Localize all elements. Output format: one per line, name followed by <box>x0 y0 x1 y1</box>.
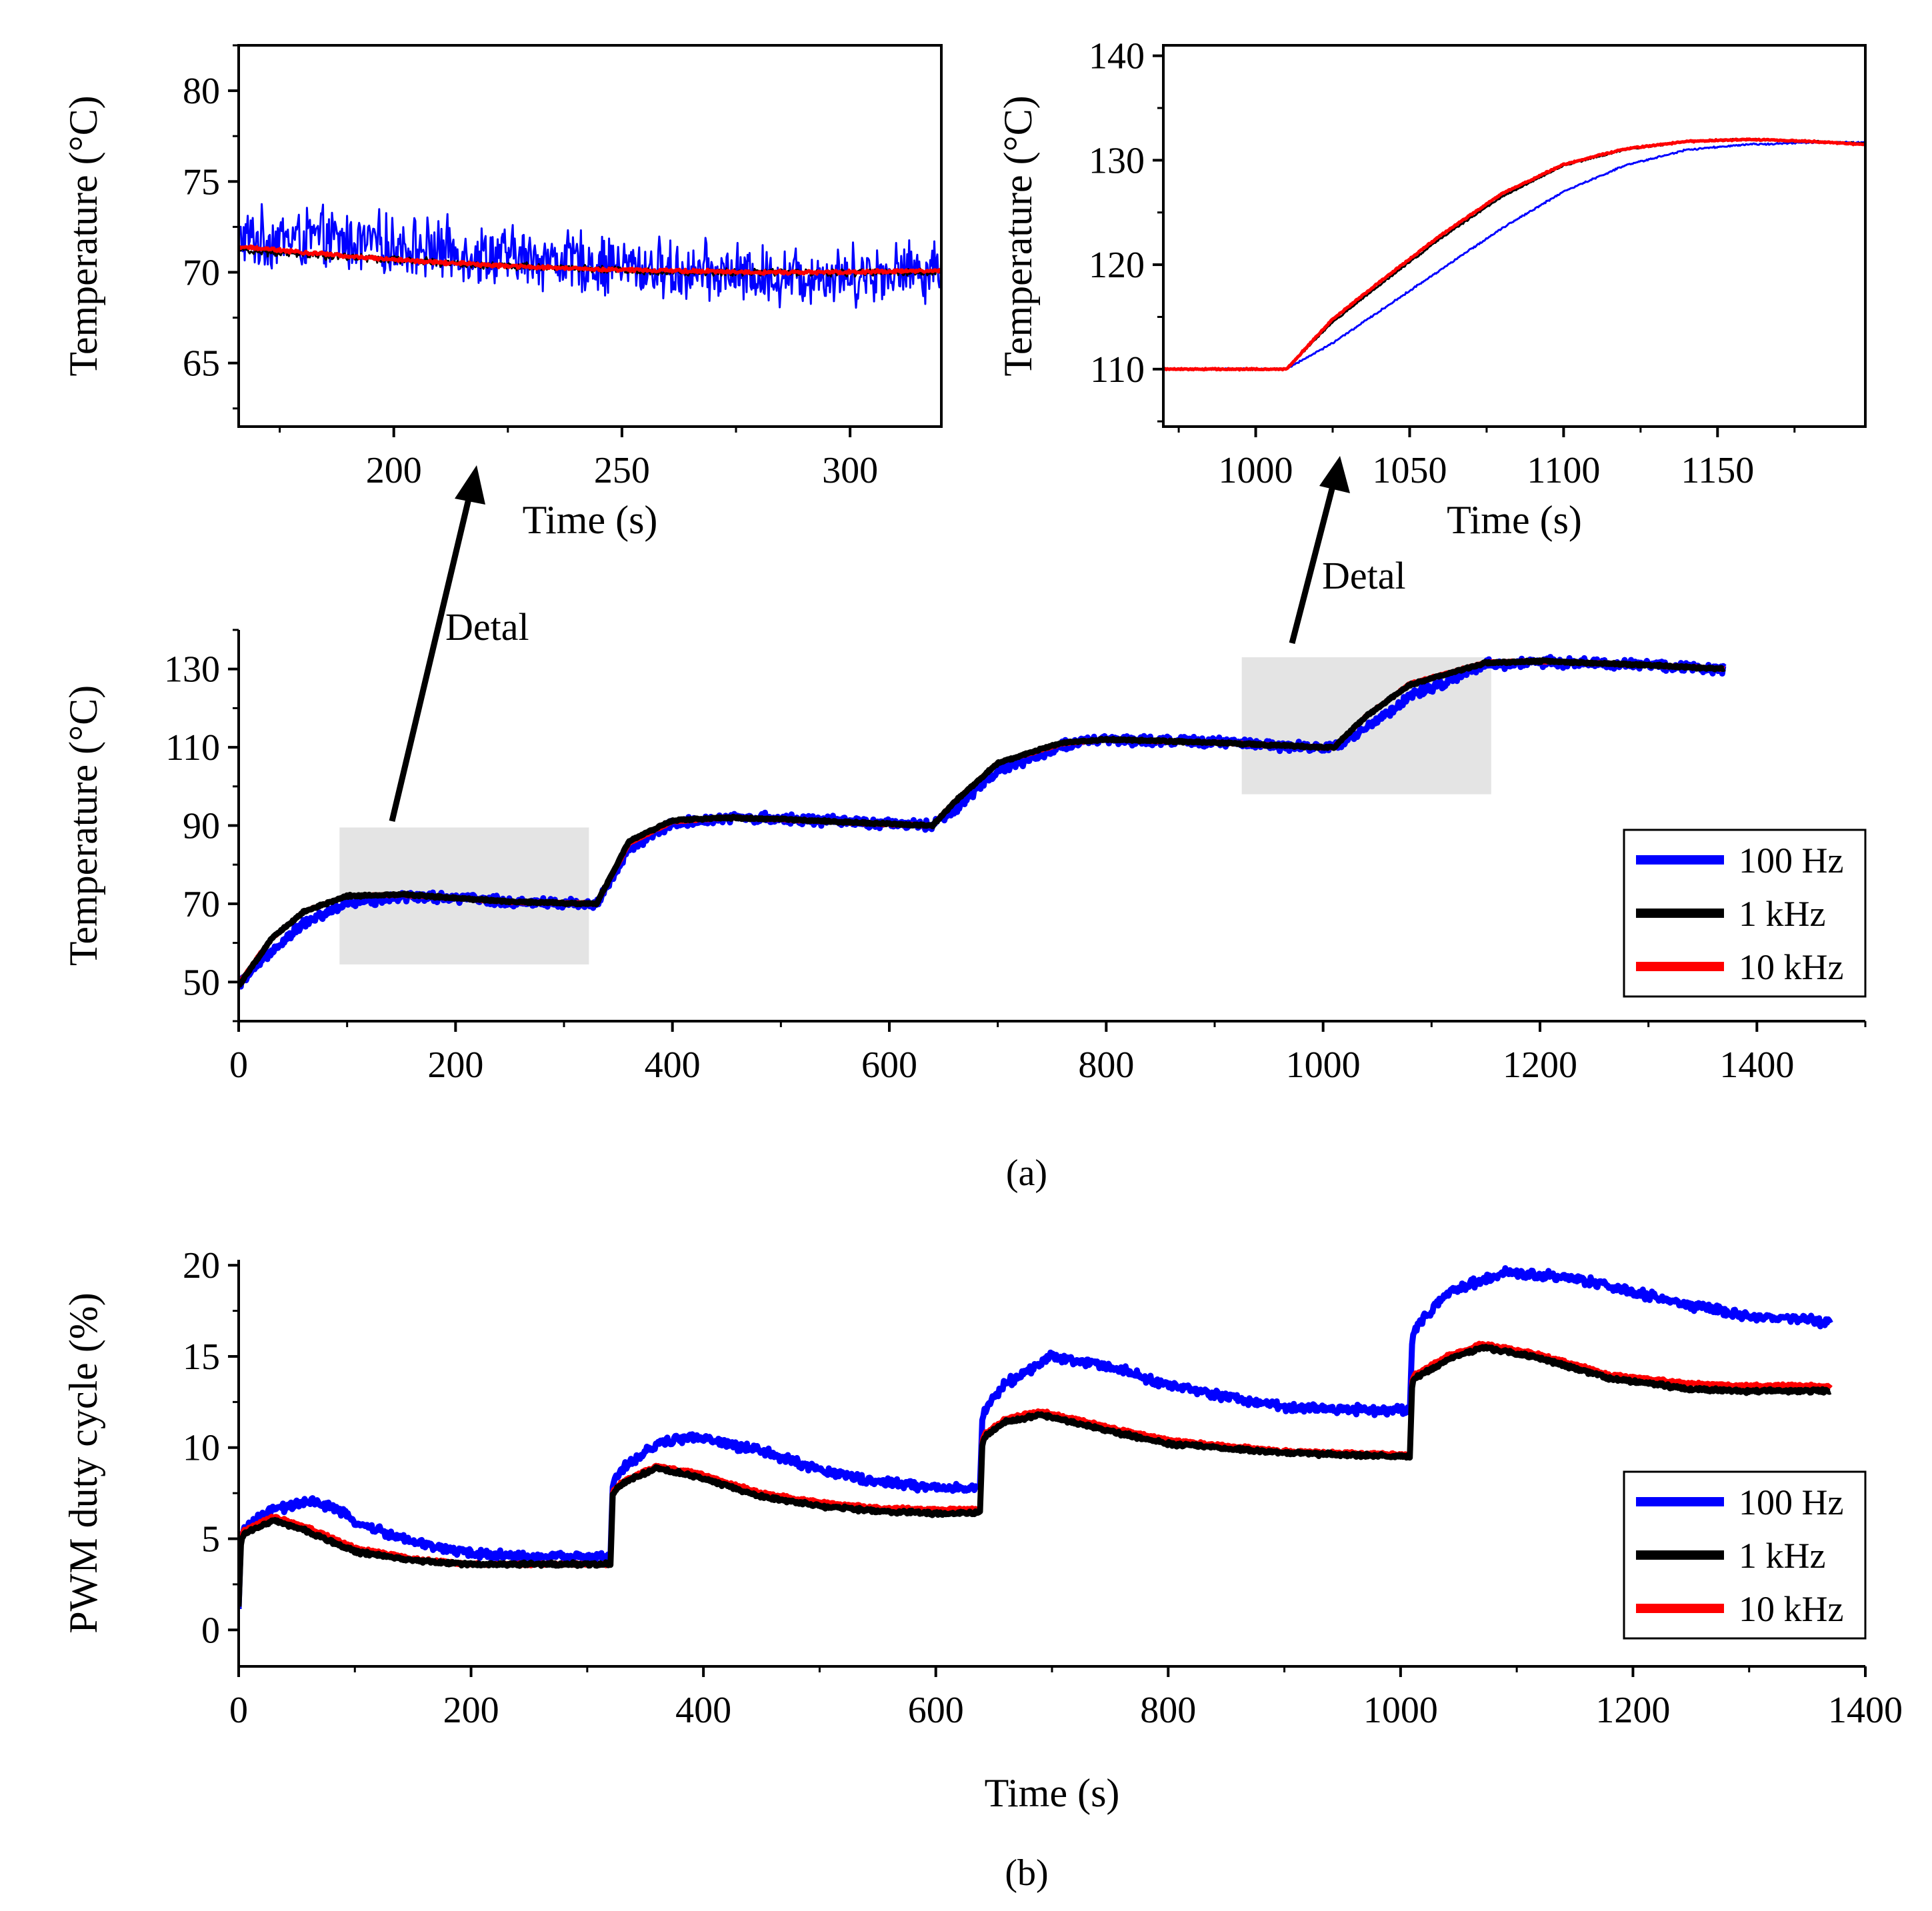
y-tick-label: 110 <box>1090 349 1145 391</box>
plot-frame <box>1162 44 1867 428</box>
legend-label: 100 Hz <box>1739 841 1843 881</box>
x-tick-label: 1200 <box>1595 1690 1670 1731</box>
x-tick-label: 400 <box>645 1044 701 1086</box>
series-line-10-khz <box>1163 137 1865 372</box>
caption-b: (b) <box>1005 1852 1048 1894</box>
legend-label: 100 Hz <box>1739 1482 1843 1522</box>
y-axis-title: PWM duty cycle (%) <box>61 1292 105 1634</box>
x-tick-label: 1100 <box>1527 450 1600 491</box>
y-tick-label: 130 <box>164 649 220 691</box>
y-axis-title: Temperature (°C) <box>61 685 105 966</box>
legend-label: 1 kHz <box>1739 894 1825 934</box>
y-tick-label: 50 <box>183 962 220 1003</box>
y-axis-title: Temperature (°C) <box>61 95 105 376</box>
chart-a: 0 200 400 600 800 1000 1200 1400 50 70 90 110 130 Tem… <box>61 629 1867 1086</box>
x-tick-label: 200 <box>427 1044 483 1086</box>
y-tick-label: 5 <box>201 1519 220 1560</box>
x-axis-title: Time (s) <box>1447 498 1582 542</box>
legend: 100 Hz 1 kHz 10 kHz <box>1623 829 1867 998</box>
y-tick-label: 20 <box>183 1245 220 1286</box>
y-tick-label: 110 <box>165 727 220 769</box>
y-tick-label: 0 <box>201 1610 220 1651</box>
x-tick-label: 1000 <box>1363 1690 1438 1731</box>
y-tick-label: 15 <box>183 1336 220 1378</box>
legend: 100 Hz 1 kHz 10 kHz <box>1623 1470 1867 1640</box>
chart-inset-left: 200 250 300 65 70 75 80 Temperature (°C) Time (s… <box>61 44 943 542</box>
y-tick-label: 120 <box>1089 245 1145 286</box>
chart-inset-right: 1000 1050 1100 1150 110 120 130 140 Temperature … <box>996 36 1867 542</box>
detail-label-right: Detal <box>1322 554 1406 597</box>
x-axis-title: Time (s) <box>985 1771 1120 1815</box>
legend-label: 10 kHz <box>1739 1589 1843 1629</box>
y-tick-label: 75 <box>183 161 220 203</box>
y-tick-label: 80 <box>183 71 220 112</box>
y-tick-label: 70 <box>183 252 220 293</box>
x-tick-label: 1000 <box>1219 450 1293 491</box>
x-tick-label: 400 <box>675 1690 731 1731</box>
series-line-1-khz <box>239 657 1727 988</box>
series-line-10-khz <box>239 244 941 276</box>
y-tick-label: 130 <box>1089 140 1145 181</box>
x-tick-label: 1000 <box>1286 1044 1361 1086</box>
series-line-100-hz <box>239 1265 1833 1610</box>
x-tick-label: 800 <box>1078 1044 1134 1086</box>
detail-arrow-left-head <box>455 465 485 505</box>
detail-arrows: Detal Detal <box>389 456 1406 823</box>
x-tick-label: 1050 <box>1372 450 1447 491</box>
y-axis-title: Temperature (°C) <box>996 95 1040 376</box>
series-line-1-khz <box>239 1344 1833 1607</box>
detail-arrow-right-shaft <box>1289 477 1338 645</box>
detail-arrow-left-shaft <box>389 492 473 823</box>
x-tick-label: 1150 <box>1681 450 1754 491</box>
y-tick-label: 65 <box>183 343 220 385</box>
x-tick-label: 0 <box>229 1690 248 1731</box>
x-tick-label: 600 <box>908 1690 964 1731</box>
caption-a: (a) <box>1006 1152 1047 1194</box>
chart-b: 0 200 400 600 800 1000 1200 1400 0 5 10 15 20 PWM dut… <box>61 1245 1903 1815</box>
legend-label: 10 kHz <box>1739 947 1843 987</box>
x-tick-label: 250 <box>594 450 650 491</box>
x-tick-label: 1200 <box>1503 1044 1577 1086</box>
x-axis-title: Time (s) <box>523 498 658 542</box>
legend-label: 1 kHz <box>1739 1536 1825 1576</box>
y-tick-label: 70 <box>183 884 220 925</box>
x-tick-label: 600 <box>861 1044 917 1086</box>
y-tick-label: 10 <box>183 1428 220 1469</box>
x-tick-label: 1400 <box>1719 1044 1794 1086</box>
y-tick-label: 90 <box>183 806 220 847</box>
x-tick-label: 200 <box>366 450 422 491</box>
x-tick-label: 800 <box>1140 1690 1196 1731</box>
detail-arrow-right-head <box>1319 456 1350 493</box>
x-tick-label: 0 <box>229 1044 248 1086</box>
y-tick-label: 140 <box>1089 36 1145 77</box>
x-tick-label: 300 <box>822 450 878 491</box>
x-tick-label: 1400 <box>1828 1690 1903 1731</box>
x-tick-label: 200 <box>443 1690 499 1731</box>
detail-label-left: Detal <box>445 605 529 649</box>
plot-frame <box>237 44 943 428</box>
